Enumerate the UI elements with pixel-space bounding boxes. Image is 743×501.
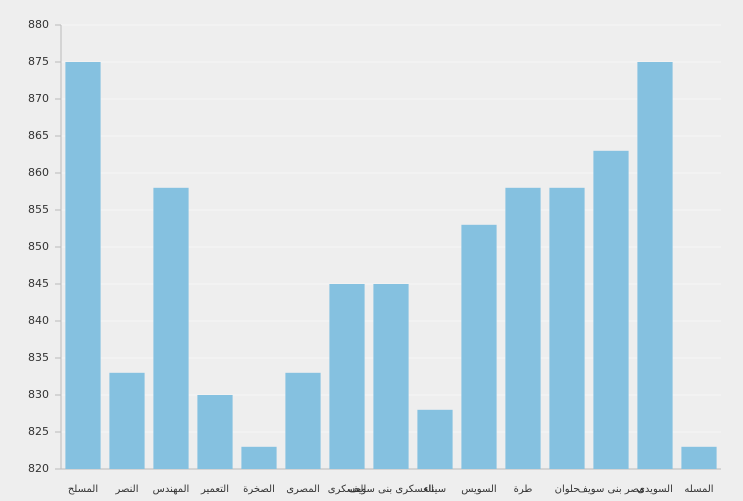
- bar: [417, 409, 453, 469]
- x-tick-label: المسله: [684, 484, 713, 495]
- x-tick-label: سيناء: [424, 484, 446, 495]
- bar: [461, 224, 497, 469]
- y-tick-label: 820: [28, 462, 49, 475]
- y-tick-label: 865: [28, 129, 49, 142]
- y-tick-label: 845: [28, 277, 49, 290]
- bar: [681, 446, 717, 469]
- y-tick-label: 880: [28, 18, 49, 31]
- y-tick-label: 855: [28, 203, 49, 216]
- bar: [593, 150, 629, 470]
- y-tick-label: 850: [28, 240, 49, 253]
- y-tick-label: 830: [28, 388, 49, 401]
- bar: [109, 372, 145, 469]
- y-tick-label: 860: [28, 166, 49, 179]
- x-tick-label: المسلح: [68, 484, 98, 495]
- bar: [329, 284, 365, 469]
- bar: [65, 62, 101, 469]
- x-tick-label: السويدى: [637, 484, 673, 495]
- x-tick-label: العسكرى بنى سويف: [348, 484, 434, 495]
- y-tick-label: 825: [28, 425, 49, 438]
- x-tick-label: حلوان: [555, 484, 580, 495]
- x-tick-label: الصخرة: [243, 484, 275, 495]
- x-tick-label: العسكرى: [328, 484, 366, 495]
- bar: [637, 62, 673, 469]
- bar: [505, 187, 541, 470]
- y-tick-label: 870: [28, 92, 49, 105]
- bar: [241, 446, 277, 469]
- bar: [285, 372, 321, 469]
- bar: [197, 395, 233, 469]
- x-tick-label: النصر: [114, 484, 138, 495]
- x-tick-label: المهندس: [153, 484, 190, 495]
- bar: [549, 187, 585, 470]
- bar: [373, 284, 409, 469]
- x-tick-label: السويس: [461, 484, 496, 495]
- y-tick-label: 875: [28, 55, 49, 68]
- y-tick-label: 840: [28, 314, 49, 327]
- x-tick-label: مصر بنى سويف: [578, 484, 645, 495]
- y-tick-label: 835: [28, 351, 49, 364]
- x-tick-label: المصرى: [286, 484, 320, 495]
- x-tick-label: التعمير: [200, 484, 229, 495]
- bar: [153, 187, 189, 470]
- x-tick-label: طرة: [514, 484, 533, 495]
